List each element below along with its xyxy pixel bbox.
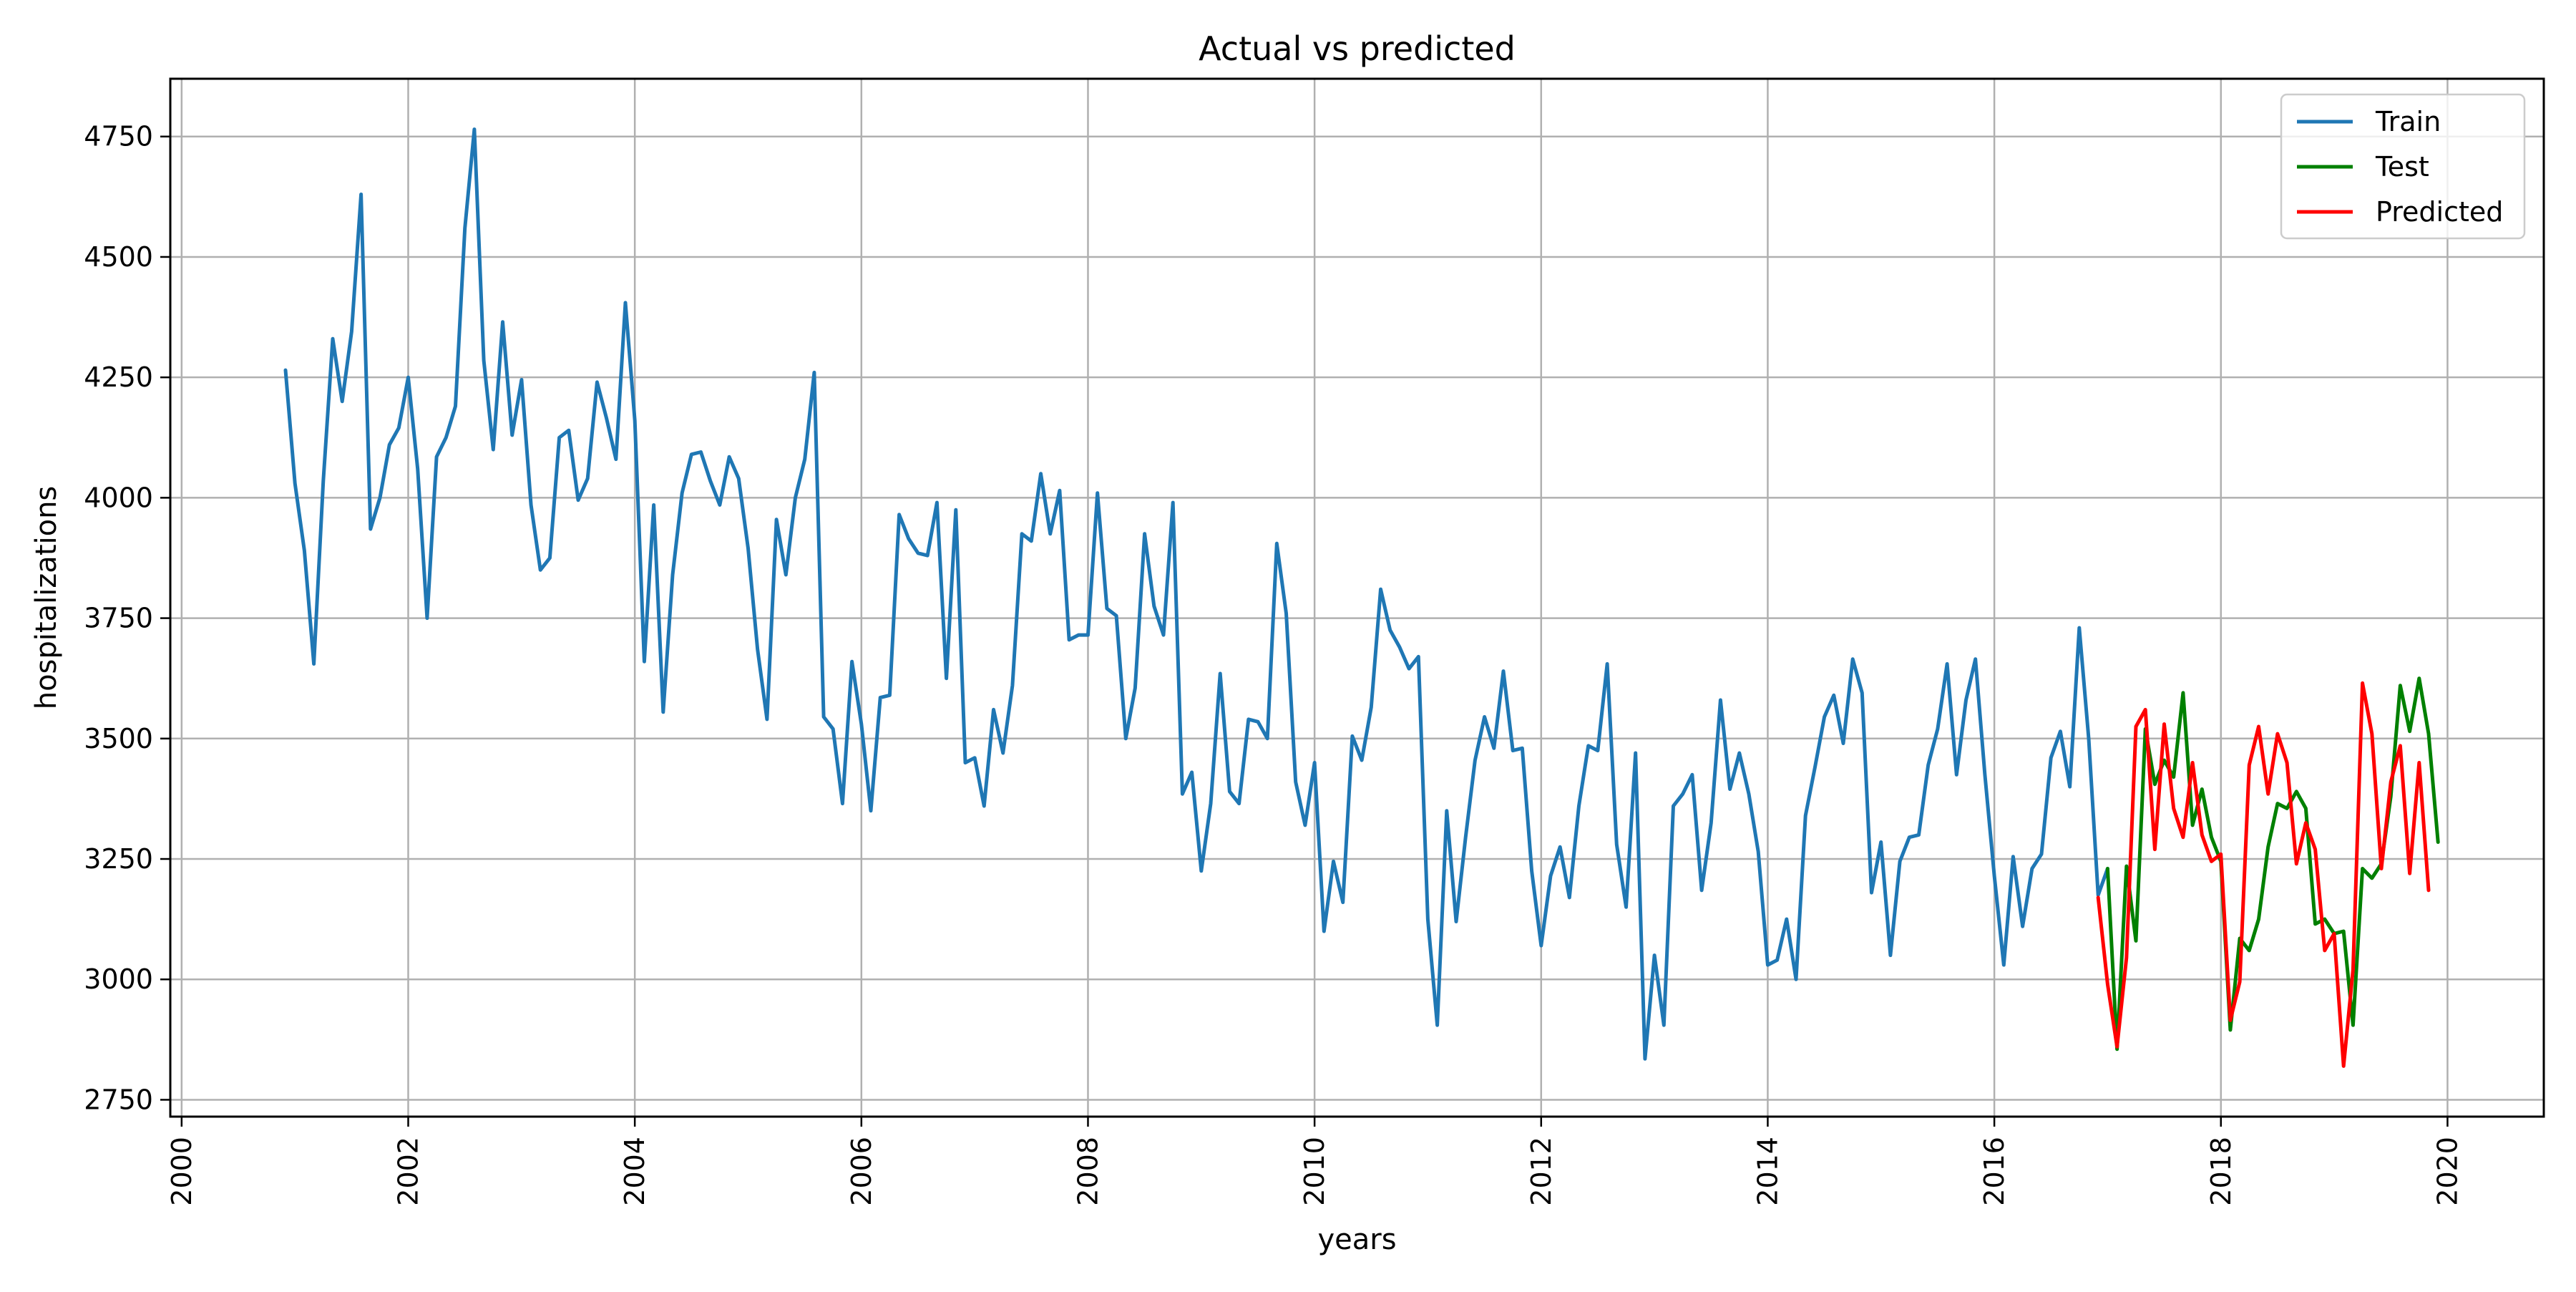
x-tick-label: 2006 <box>846 1137 877 1206</box>
x-tick-label: 2012 <box>1526 1137 1557 1206</box>
x-tick-label: 2008 <box>1072 1137 1103 1206</box>
y-tick-label: 2750 <box>84 1084 153 1115</box>
grid <box>170 79 2544 1117</box>
ticks: 2000 2002 2004 2006 2008 2010 2012 2014 2016 2018… <box>84 121 2463 1206</box>
y-tick-label: 4250 <box>84 361 153 393</box>
legend-label-test: Test <box>2375 151 2429 183</box>
x-tick-label: 2004 <box>619 1137 650 1206</box>
series-group <box>283 127 2440 1068</box>
y-tick-label: 4500 <box>84 241 153 273</box>
chart-title: Actual vs predicted <box>1199 29 1516 68</box>
legend: Train Test Predicted <box>2280 93 2526 240</box>
x-axis-label: years <box>1317 1223 1396 1256</box>
series-line-predicted <box>2096 681 2431 1068</box>
x-tick-label: 2018 <box>2205 1137 2237 1206</box>
y-tick-label: 3250 <box>84 843 153 875</box>
x-tick-label: 2010 <box>1299 1137 1330 1206</box>
plot-frame <box>169 77 2545 1118</box>
y-tick-label: 3750 <box>84 603 153 634</box>
y-tick-label: 3000 <box>84 963 153 995</box>
x-tick-label: 2016 <box>1979 1137 2010 1206</box>
x-tick-label: 2020 <box>2431 1137 2463 1206</box>
y-tick-label: 3500 <box>84 723 153 754</box>
y-tick-label: 4750 <box>84 121 153 152</box>
y-axis-label: hospitalizations <box>30 486 63 710</box>
legend-label-predicted: Predicted <box>2376 196 2503 228</box>
x-tick-label: 2002 <box>392 1137 424 1206</box>
x-tick-label: 2000 <box>166 1137 197 1206</box>
y-tick-label: 4000 <box>84 482 153 513</box>
legend-box <box>2280 93 2526 240</box>
x-tick-label: 2014 <box>1752 1137 1783 1206</box>
series-line-train <box>283 127 2109 1061</box>
legend-label-train: Train <box>2375 106 2441 137</box>
